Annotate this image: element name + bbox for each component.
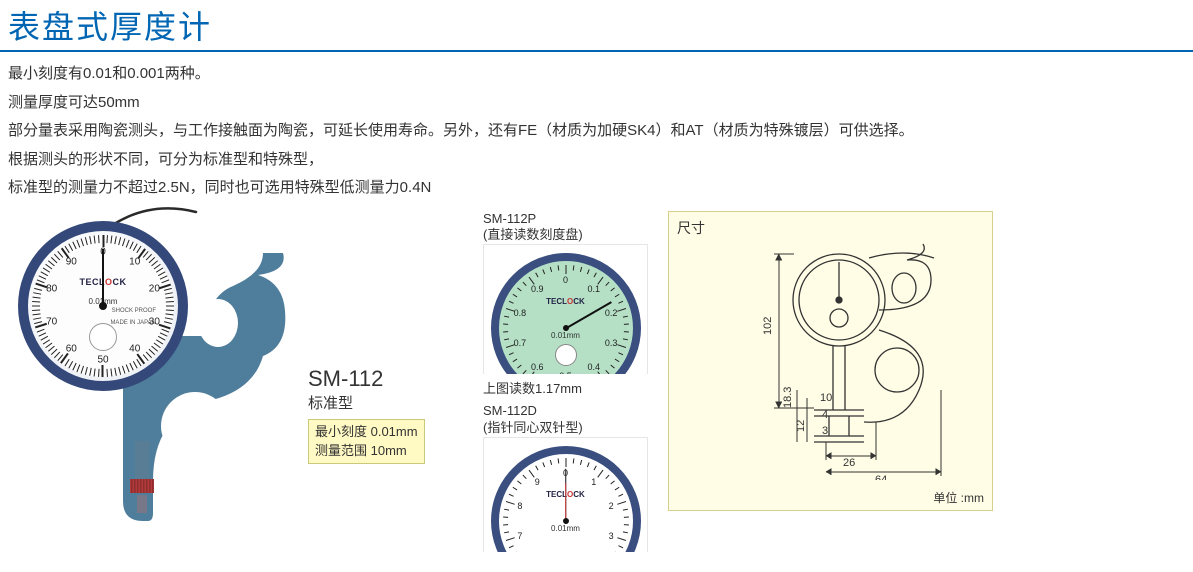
dial-number: 60 xyxy=(66,344,77,355)
needle-hub xyxy=(563,325,569,331)
variant-p-block: SM-112P (直接读数刻度盘) TECLOCK 0.01mm 0 0.1 0.2… xyxy=(483,211,658,398)
desc-line: 标准型的测量力不超过2.5N，同时也可选用特殊型低测量力0.4N xyxy=(8,174,1185,203)
dim-value: 10 xyxy=(820,392,832,404)
dim-value: 102 xyxy=(762,316,774,334)
dim-value: 26 xyxy=(843,457,855,469)
dim-value: 3 xyxy=(822,425,828,437)
dial-face: 0102030405060708090 TECLOCK 0.01mm SHOCK… xyxy=(32,235,174,377)
dim-value: 4 xyxy=(822,409,828,421)
dial-number: 0.8 xyxy=(514,308,527,318)
dial-number: 40 xyxy=(129,344,140,355)
product-code: SM-112 xyxy=(308,366,425,392)
dial-number: 90 xyxy=(66,256,77,267)
dial-unit: 0.01mm xyxy=(551,524,580,533)
dial-number: 9 xyxy=(535,477,540,487)
dimension-unit: 单位 :mm xyxy=(933,489,984,506)
brand-label: TECLOCK xyxy=(546,297,585,306)
dial-small-text: MADE IN JAPAN xyxy=(110,320,156,326)
gauge-illustration: 0102030405060708090 TECLOCK 0.01mm SHOCK… xyxy=(8,211,298,531)
dial-number: 0.2 xyxy=(605,308,618,318)
dial-number: 0.1 xyxy=(587,284,600,294)
variant-d-block: SM-112D (指针同心双针型) TECLOCK 0.01mm 0123456… xyxy=(483,403,658,552)
dial-needle xyxy=(102,249,104,309)
dial-unit: 0.01mm xyxy=(551,331,580,340)
dimension-diagram-icon: 102 18.3 12 10 4 3 26 64 xyxy=(679,240,979,480)
dial-number: 0.4 xyxy=(587,362,600,372)
needle-hub xyxy=(563,518,569,524)
dial-number: 7 xyxy=(517,531,522,541)
dial-number: 0 xyxy=(563,468,568,478)
variant-code: SM-112P xyxy=(483,211,658,228)
desc-line: 根据测头的形状不同，可分为标准型和特殊型， xyxy=(8,146,1185,175)
needle-hub xyxy=(99,302,107,310)
dial-number: 70 xyxy=(46,317,57,328)
dial-number: 0.6 xyxy=(531,362,544,372)
main-product-column: 0102030405060708090 TECLOCK 0.01mm SHOCK… xyxy=(8,211,473,559)
dial-small-text: SHOCK PROOF xyxy=(112,308,156,314)
variant-code: SM-112D xyxy=(483,403,658,420)
dial-needle-secondary xyxy=(565,483,567,523)
variant-subtitle: (指针同心双针型) xyxy=(483,420,658,437)
sub-dial xyxy=(89,323,117,351)
desc-line: 部分量表采用陶瓷测头，与工作接触面为陶瓷，可延长使用寿命。另外，还有FE（材质为… xyxy=(8,117,1185,146)
dial-number: 10 xyxy=(129,256,140,267)
dim-value: 18.3 xyxy=(782,386,794,407)
dim-value: 64 xyxy=(875,474,887,480)
product-label-block: SM-112 标准型 最小刻度 0.01mm 测量范围 10mm xyxy=(308,366,425,464)
desc-line: 测量厚度可达50mm xyxy=(8,89,1185,118)
dimension-box: 尺寸 xyxy=(668,211,993,511)
product-subtitle: 标准型 xyxy=(308,392,425,413)
dimensions-column: 尺寸 xyxy=(668,211,993,559)
page-title: 表盘式厚度计 xyxy=(8,2,1185,48)
dial-number: 0.5 xyxy=(559,371,572,374)
dimension-title: 尺寸 xyxy=(677,218,984,238)
dial-number: 2 xyxy=(609,501,614,511)
dial-number: 0.7 xyxy=(514,338,527,348)
variants-column: SM-112P (直接读数刻度盘) TECLOCK 0.01mm 0 0.1 0.2… xyxy=(483,211,658,559)
dim-value: 12 xyxy=(795,419,807,431)
dial-number: 0 xyxy=(563,275,568,285)
dial-number: 50 xyxy=(97,354,108,365)
gauge-dial: 0102030405060708090 TECLOCK 0.01mm SHOCK… xyxy=(18,221,188,391)
title-bar: 表盘式厚度计 xyxy=(0,0,1193,52)
reading-label: 上图读数1.17mm xyxy=(483,378,658,397)
variant-p-dial: TECLOCK 0.01mm 0 0.1 0.2 0.3 0.4 0.5 0.6 0.7 0.8… xyxy=(483,244,648,374)
variant-subtitle: (直接读数刻度盘) xyxy=(483,227,658,244)
desc-line: 最小刻度有0.01和0.001两种。 xyxy=(8,60,1185,89)
sub-dial xyxy=(555,344,577,366)
dial-number: 0.3 xyxy=(605,338,618,348)
spec-line: 最小刻度 0.01mm xyxy=(315,422,418,442)
spec-line: 测量范围 10mm xyxy=(315,441,418,461)
dial-number: 80 xyxy=(46,283,57,294)
dial-number: 8 xyxy=(517,501,522,511)
description-block: 最小刻度有0.01和0.001两种。 测量厚度可达50mm 部分量表采用陶瓷测头… xyxy=(0,60,1193,203)
dial-number: 20 xyxy=(149,283,160,294)
variant-d-dial: TECLOCK 0.01mm 0123456789 xyxy=(483,437,648,552)
dial-number: 1 xyxy=(591,477,596,487)
content-row: 0102030405060708090 TECLOCK 0.01mm SHOCK… xyxy=(0,203,1193,567)
dial-number: 3 xyxy=(609,531,614,541)
spec-highlight-box: 最小刻度 0.01mm 测量范围 10mm xyxy=(308,419,425,464)
dial-number: 0.9 xyxy=(531,284,544,294)
